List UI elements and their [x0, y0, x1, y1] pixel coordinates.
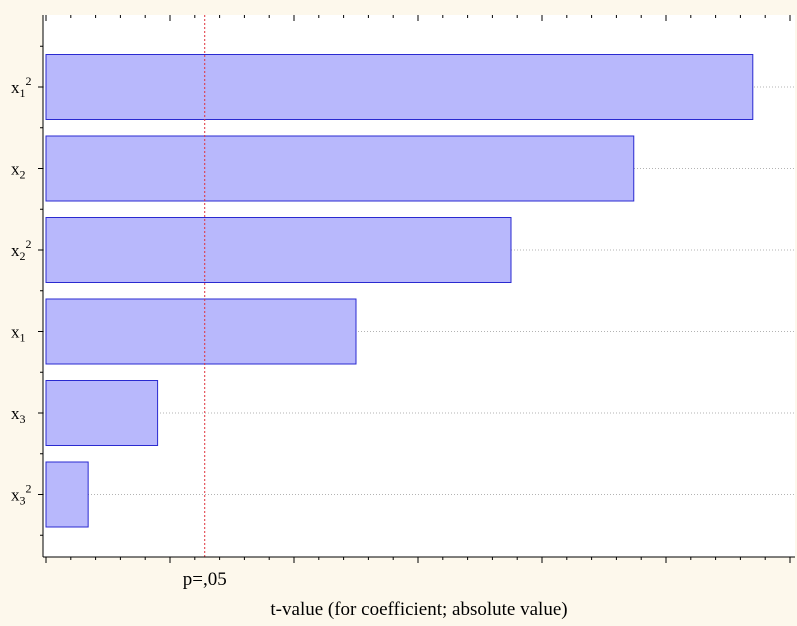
bar	[45, 217, 512, 283]
category-label: x1	[11, 323, 26, 345]
reference-line-label: p=,05	[183, 569, 227, 590]
x-axis-title: t-value (for coefficient; absolute value…	[270, 599, 567, 620]
bar	[45, 54, 754, 120]
bar	[45, 298, 357, 365]
category-label: x2	[11, 160, 26, 182]
label-layer: x12 x2 x22 x1 x3 x32	[11, 74, 32, 508]
axis-layer	[38, 15, 795, 563]
bar-layer	[45, 54, 754, 528]
category-label: x12	[11, 74, 32, 100]
category-label: x32	[11, 482, 32, 508]
category-label: x22	[11, 237, 32, 263]
bar	[45, 135, 635, 202]
bar	[45, 380, 159, 446]
bar	[45, 461, 89, 528]
category-label: x3	[11, 404, 26, 426]
